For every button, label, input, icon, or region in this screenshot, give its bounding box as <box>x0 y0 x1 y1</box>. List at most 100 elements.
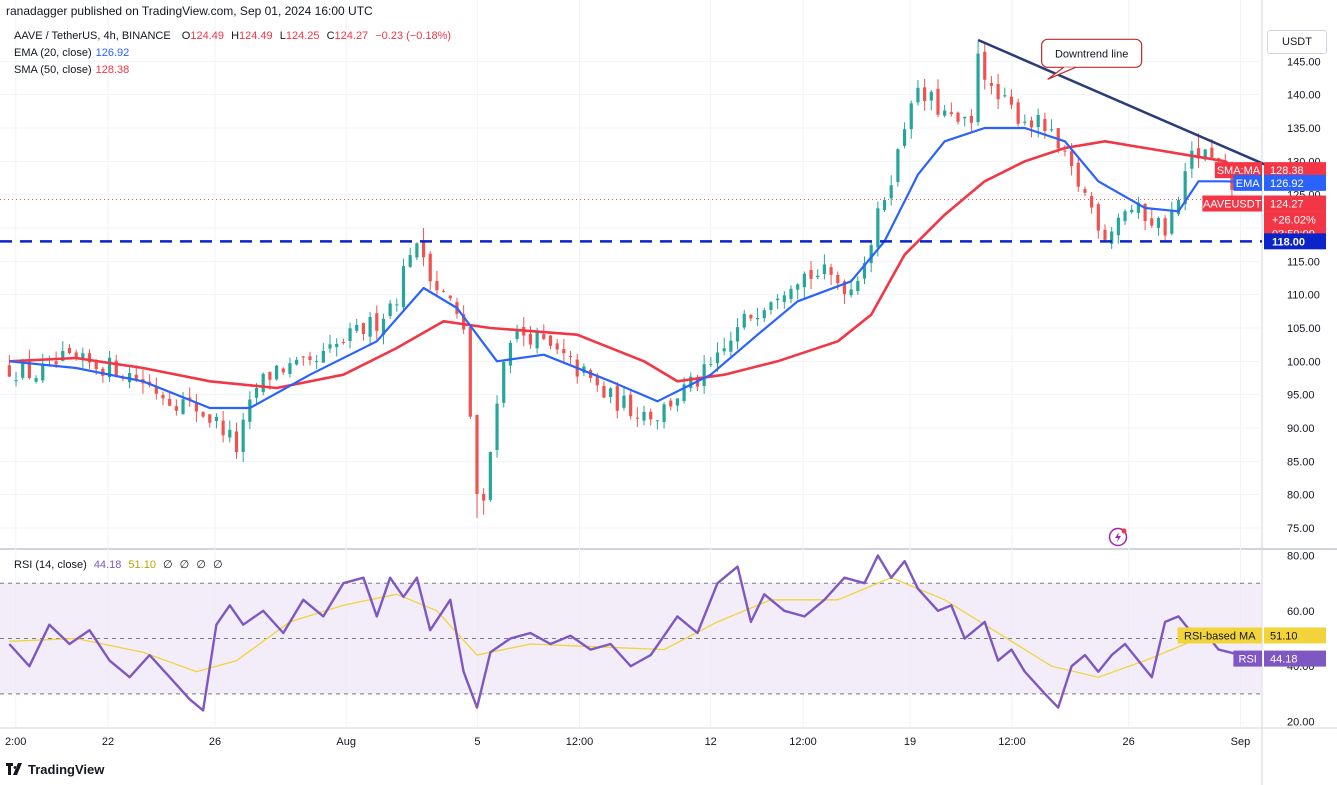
price-tick-label: 105.00 <box>1287 323 1321 335</box>
tradingview-logo-icon <box>6 763 22 775</box>
candle-body <box>174 406 178 411</box>
price-tick-label: 85.00 <box>1287 456 1315 468</box>
rsi-tag-value: 44.18 <box>1270 654 1298 666</box>
candle-body <box>502 362 506 403</box>
ema-label: EMA (20, close) <box>14 47 92 59</box>
candle-body <box>1023 121 1027 123</box>
candle-body <box>495 403 499 451</box>
price-tick-label: 145.00 <box>1287 56 1321 68</box>
candle-body <box>1083 189 1087 193</box>
sma-tag-value-box <box>1264 162 1326 179</box>
candle-body <box>261 373 265 392</box>
time-tick-label: 22 <box>102 736 114 748</box>
time-tick-label: 12 <box>705 736 717 748</box>
candle-body <box>729 340 733 352</box>
candle-body <box>482 493 486 501</box>
price-tick-label: 100.00 <box>1287 356 1321 368</box>
candle-body <box>348 328 352 342</box>
candle-body <box>54 361 58 365</box>
candle-body <box>1009 96 1014 105</box>
rsi-empty-4: ∅ <box>212 559 223 571</box>
candle-body <box>816 275 820 278</box>
candle-body <box>462 314 466 330</box>
candle-body <box>208 414 212 423</box>
rsi-tick-label: 60.00 <box>1287 606 1315 618</box>
candle-body <box>67 347 72 354</box>
candle-body <box>1069 151 1074 167</box>
candle-body <box>395 304 399 306</box>
candle-body <box>969 115 973 123</box>
candle-body <box>602 385 606 398</box>
candle-body <box>882 200 887 210</box>
candle-body <box>221 420 225 436</box>
candle-body <box>669 400 673 407</box>
candle-body <box>976 53 980 123</box>
candle-body <box>956 112 960 122</box>
candle-body <box>929 91 933 101</box>
legend-sma[interactable]: SMA (50, close) 128.38 <box>14 64 129 76</box>
currency-button[interactable]: USDT <box>1267 30 1327 54</box>
legend-ema[interactable]: EMA (20, close) 126.92 <box>14 47 129 59</box>
rsi-empty-1: ∅ <box>163 559 173 571</box>
candle-body <box>1076 162 1080 187</box>
candle-body <box>1029 120 1034 128</box>
candle-body <box>87 353 92 363</box>
rsi-label: RSI (14, close) <box>14 559 87 571</box>
candle-body <box>528 333 533 345</box>
candle-body <box>1123 211 1127 222</box>
candle-body <box>649 411 653 420</box>
price-tag-value-box <box>1264 195 1326 212</box>
candle-body <box>755 318 760 320</box>
candle-body <box>916 87 920 103</box>
candle-body <box>134 374 138 381</box>
candle-body <box>328 344 332 349</box>
candle-body <box>622 395 626 408</box>
lightning-bolt-icon <box>1115 532 1121 542</box>
candle-body <box>441 291 446 293</box>
time-tick-label: 5 <box>474 736 480 748</box>
ema-line <box>9 126 1239 410</box>
ema-tag-label: EMA <box>1236 178 1261 190</box>
legend-rsi[interactable]: RSI (14, close) 44.18 51.10 ∅ ∅ ∅ ∅ <box>14 558 223 571</box>
candle-body <box>542 334 546 340</box>
candle-body <box>288 363 292 374</box>
symbol-title[interactable]: AAVE / TetherUS, 4h, BINANCE <box>14 30 171 42</box>
candle-body <box>1176 200 1181 215</box>
candle-body <box>1036 114 1040 128</box>
candle-body <box>468 326 472 417</box>
candle-body <box>822 264 827 275</box>
ema-tag-value-box <box>1264 174 1326 191</box>
rsi-tick-label: 20.00 <box>1287 716 1315 728</box>
rsi-tick-label: 80.00 <box>1287 551 1315 563</box>
time-tick-label: 12:00 <box>789 736 817 748</box>
rsi-tag-label-box <box>1233 650 1262 667</box>
price-tick-label: 90.00 <box>1287 423 1315 435</box>
candle-body <box>408 255 412 267</box>
candle-body <box>749 314 753 319</box>
tradingview-footer[interactable]: TradingView <box>6 762 104 777</box>
high-value: 124.49 <box>239 30 273 42</box>
rsi-empty-3: ∅ <box>196 559 206 571</box>
candle-body <box>81 353 85 361</box>
candle-body <box>268 372 272 380</box>
time-tick-label: 26 <box>1123 736 1135 748</box>
candle-body <box>609 388 613 398</box>
candle-body <box>1136 202 1141 213</box>
candle-body <box>1203 149 1207 160</box>
candle-body <box>74 352 78 359</box>
time-tick-label: 19 <box>904 736 916 748</box>
rsi-ma-value: 51.10 <box>128 559 156 571</box>
candle-body <box>41 363 45 381</box>
rsi-ma-tag-label: RSI-based MA <box>1184 630 1256 642</box>
candle-body <box>488 451 492 500</box>
price-tags: SMA:MA 128.38 EMA 126.92 AAVEUSDT 124.27 +26.0… <box>1177 162 1326 667</box>
candle-body <box>274 365 279 380</box>
candle-body <box>722 348 726 352</box>
rsi-line <box>8 554 1239 712</box>
candle-body <box>228 429 232 438</box>
candle-body <box>1090 195 1094 208</box>
downtrend-line <box>977 38 1266 166</box>
candle-body <box>1049 129 1054 131</box>
